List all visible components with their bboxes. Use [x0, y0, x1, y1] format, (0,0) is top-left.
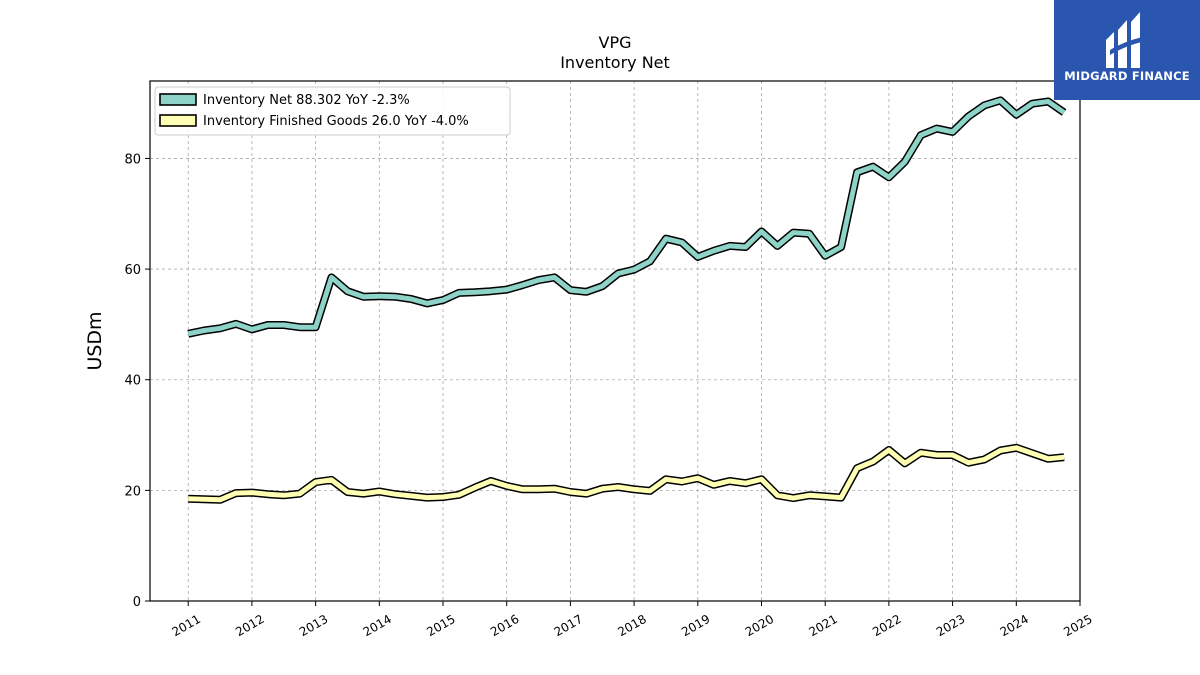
y-tick-label: 40 — [124, 374, 141, 389]
x-tick-label: 2025 — [1061, 612, 1094, 639]
x-tick-label: 2012 — [233, 612, 266, 639]
legend-swatch-inventory-net — [159, 93, 197, 106]
legend-swatch-inventory-finished-goods — [159, 114, 197, 127]
x-tick-label: 2024 — [998, 612, 1031, 639]
y-axis-label: USDm — [84, 311, 106, 370]
series-layer — [187, 96, 1067, 504]
x-tick-label: 2014 — [361, 612, 394, 639]
legend-label-inventory-finished-goods: Inventory Finished Goods 26.0 YoY -4.0% — [203, 114, 469, 129]
x-tick-label: 2011 — [169, 612, 202, 639]
series-line-inventory-net — [187, 97, 1066, 337]
plot-frame — [149, 80, 1081, 602]
x-tick-label: 2016 — [488, 612, 521, 639]
chart-subtitle: Inventory Net — [560, 53, 670, 72]
midgard-finance-logo: MIDGARD FINANCE — [1054, 0, 1200, 100]
legend-label-inventory-net: Inventory Net 88.302 YoY -2.3% — [203, 93, 410, 108]
x-tick-label: 2020 — [743, 612, 776, 639]
y-tick-label: 80 — [124, 152, 141, 167]
legend: Inventory Net 88.302 YoY -2.3% Inventory… — [154, 86, 511, 136]
series-line-inventory-finished-goods — [188, 445, 1065, 503]
y-tick-label: 20 — [124, 484, 141, 499]
y-tick-label: 0 — [133, 595, 141, 610]
logo-text: MIDGARD FINANCE — [1064, 69, 1190, 83]
y-axis: 0 20 40 60 80 — [124, 152, 150, 610]
x-tick-label: 2021 — [806, 612, 839, 639]
x-tick-label: 2022 — [870, 612, 903, 639]
x-tick-label: 2023 — [934, 612, 967, 639]
midgard-finance-logo-icon — [1106, 12, 1146, 68]
grid — [150, 81, 1081, 601]
legend-box — [154, 86, 511, 136]
x-tick-label: 2013 — [297, 612, 330, 639]
x-tick-label: 2017 — [552, 612, 585, 639]
x-tick-label: 2015 — [424, 612, 457, 639]
chart-title: VPG — [599, 33, 632, 52]
x-tick-label: 2019 — [679, 612, 712, 639]
y-tick-label: 60 — [124, 263, 141, 278]
x-tick-label: 2018 — [615, 612, 648, 639]
x-axis: 2011 2012 2013 2014 2015 2016 2017 2018 2019 2020… — [169, 601, 1095, 639]
